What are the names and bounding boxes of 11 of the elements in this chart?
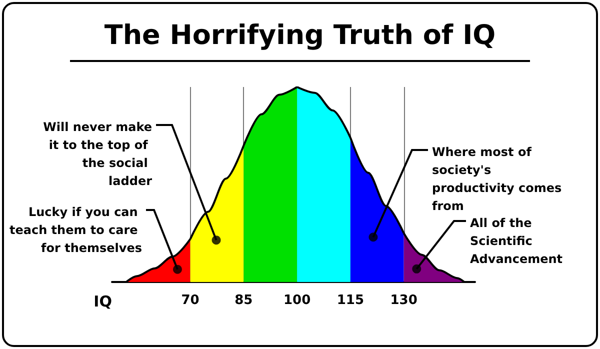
annotation: Lucky if you can teach them to care for themselves (9, 205, 142, 255)
x-tick-label: 85 (234, 293, 253, 308)
x-tick-label: 100 (283, 293, 311, 308)
annotation: Where most of society's productivity comes from (432, 145, 566, 213)
annotation: All of the Scientific Advancement (470, 216, 563, 266)
chart-title: The Horrifying Truth of IQ (70, 12, 530, 62)
x-tick-label: 130 (390, 293, 418, 308)
annotation: Will never make it to the top of the social ladder (43, 120, 152, 188)
x-tick-label: 115 (336, 293, 364, 308)
x-axis-title: IQ (94, 292, 112, 310)
x-tick-label: 70 (181, 293, 200, 308)
